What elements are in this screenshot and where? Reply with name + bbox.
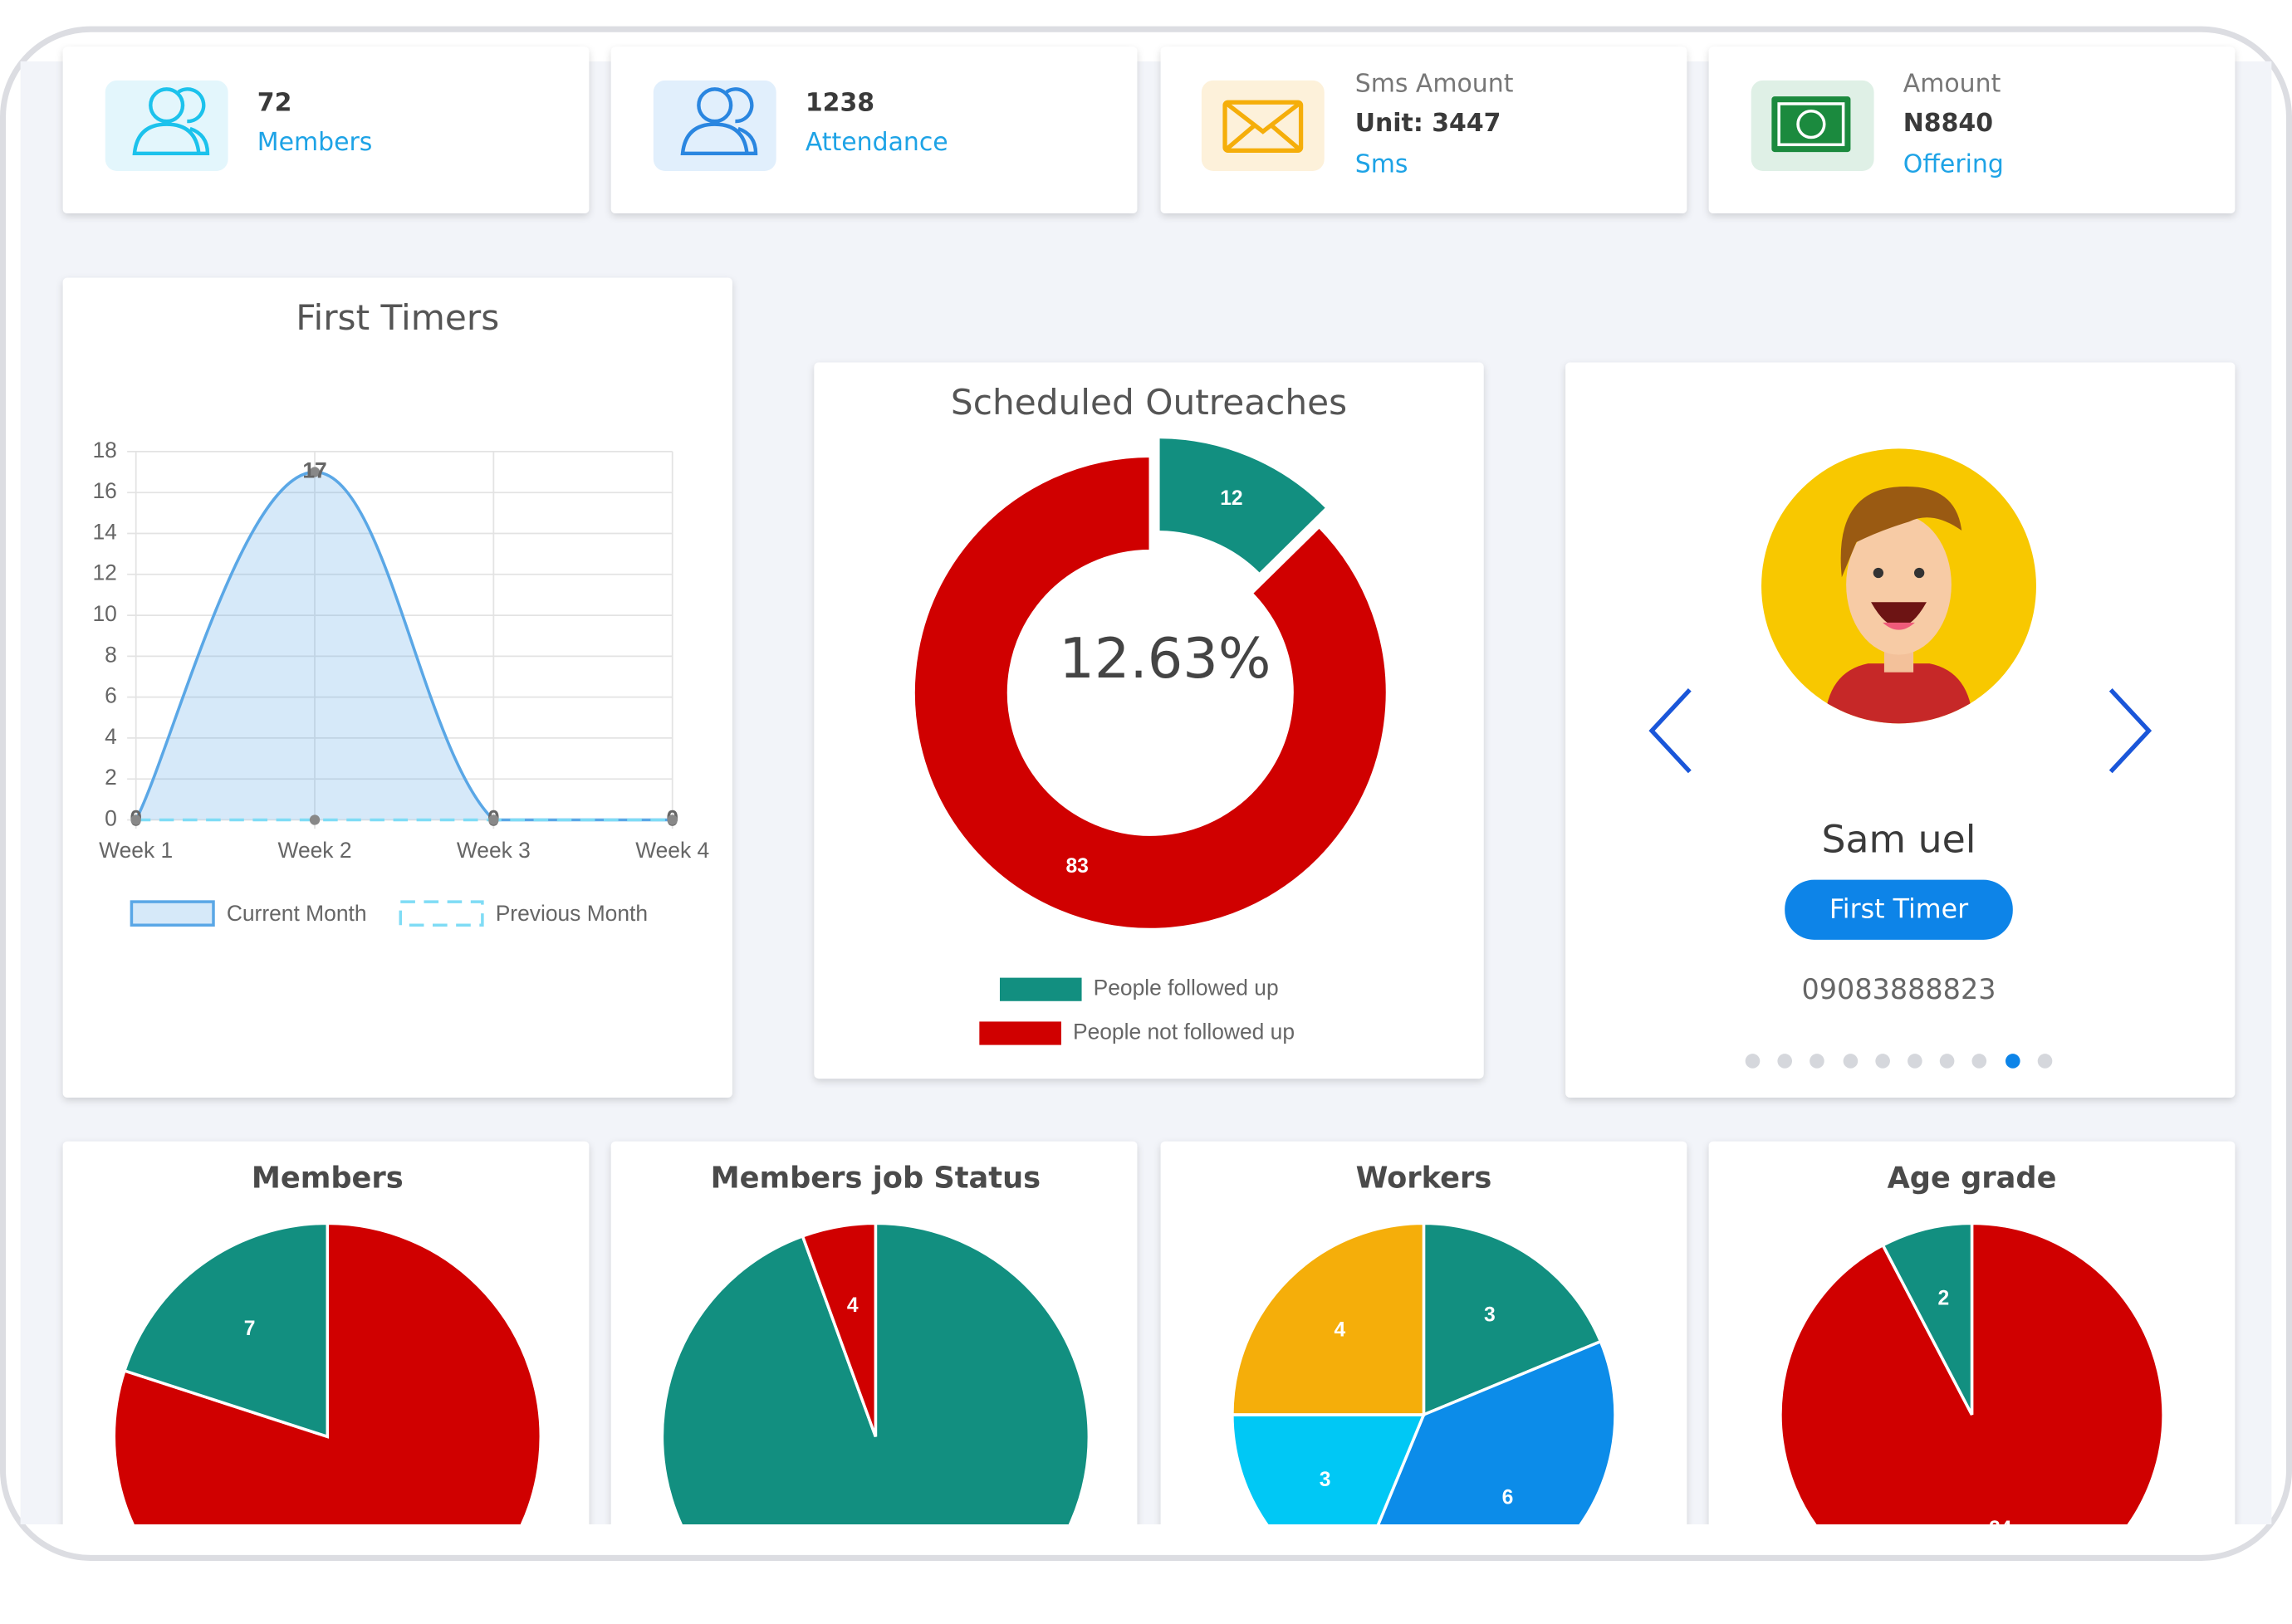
stat-label[interactable]: Members [257, 128, 373, 157]
profile-name: Sam uel [1821, 817, 1976, 861]
data-label: 83 [1065, 855, 1088, 878]
stat-caption: Sms Amount [1355, 70, 1514, 99]
pie-slice [1231, 1413, 1427, 1524]
y-tick-label: 12 [92, 560, 116, 585]
legend-swatch [130, 900, 215, 927]
prev-button[interactable] [1648, 688, 1692, 774]
sms-icon [1222, 100, 1304, 153]
icon-box [1201, 80, 1325, 171]
stat-value: 1238 [806, 88, 874, 117]
data-label: 7 [244, 1318, 256, 1340]
chart-title: Workers [1356, 1162, 1492, 1196]
data-label: 12 [1220, 487, 1242, 510]
chart-title: First Timers [296, 297, 499, 338]
chart-title: Age grade [1888, 1162, 2057, 1196]
data-label: 3 [1484, 1304, 1496, 1327]
stat-label[interactable]: Offering [1903, 149, 2004, 179]
y-tick-label: 0 [105, 805, 117, 830]
pie-slice [1376, 1339, 1617, 1524]
legend-label: Current Month [227, 901, 367, 926]
x-tick-label: Week 2 [278, 838, 352, 863]
y-tick-label: 10 [92, 601, 116, 626]
area [135, 472, 673, 820]
stat-label[interactable]: Sms [1355, 149, 1408, 179]
profile-phone: 09083888823 [1801, 973, 1996, 1005]
point [667, 814, 678, 825]
point [309, 814, 321, 825]
y-tick-label: 8 [105, 642, 117, 667]
money-icon [1771, 96, 1851, 153]
point [309, 467, 321, 477]
data-label: 2 [1937, 1288, 1949, 1310]
stat-value: 72 [257, 88, 292, 117]
chart-title: Members [252, 1162, 404, 1196]
pie-slice [122, 1221, 330, 1439]
data-label: 24 [1989, 1518, 2012, 1540]
doughnut-slice [1157, 435, 1330, 577]
x-tick-label: Week 4 [635, 838, 709, 863]
pie-slice [112, 1221, 543, 1524]
y-tick-label: 18 [92, 438, 116, 462]
legend-swatch [979, 1021, 1061, 1045]
center-label: 12.63% [1059, 626, 1271, 691]
doughnut-slice [912, 454, 1389, 932]
y-tick-label: 2 [105, 765, 117, 790]
members-icon [132, 87, 210, 156]
data-label: 4 [1334, 1318, 1345, 1341]
y-tick-label: 6 [105, 683, 117, 708]
data-label: 3 [1320, 1469, 1331, 1491]
stat-value: Unit: 3447 [1355, 109, 1501, 138]
pie-slice [1779, 1221, 2165, 1524]
avatar [1824, 486, 1974, 724]
badge-text[interactable]: First Timer [1829, 895, 1969, 925]
carousel-dots[interactable] [1745, 1054, 2053, 1069]
data-label: 6 [1502, 1487, 1514, 1509]
bottom-row: 7 4 3 6 3 4 24 2 [62, 1141, 2236, 1540]
legend-label: Previous Month [496, 901, 648, 926]
next-button[interactable] [2108, 688, 2152, 774]
chart-title: Scheduled Outreaches [951, 382, 1347, 423]
y-tick-label: 4 [105, 724, 117, 749]
pie-slice [660, 1221, 1091, 1524]
x-tick-label: Week 3 [457, 838, 531, 863]
chart-card [62, 277, 732, 1098]
attendance-icon [680, 87, 758, 156]
legend-swatch [999, 977, 1082, 1001]
pie-slice [1422, 1221, 1603, 1417]
data-label: 17 [302, 458, 326, 483]
x-tick-label: Week 1 [99, 838, 173, 863]
legend-swatch [399, 900, 484, 927]
profile-card [1565, 362, 2236, 1098]
stat-value: N8840 [1903, 109, 1993, 138]
point [130, 814, 141, 825]
stat-label[interactable]: Attendance [806, 128, 948, 157]
badge[interactable] [1785, 879, 2013, 940]
y-tick-label: 16 [92, 478, 116, 503]
chart-title: Members job Status [711, 1162, 1041, 1196]
point [488, 814, 499, 825]
legend-label: People followed up [1094, 976, 1279, 1000]
stat-caption: Amount [1903, 70, 2001, 99]
pie-slice [1880, 1221, 1974, 1416]
pie-slice [801, 1221, 878, 1437]
data-label: 4 [847, 1294, 859, 1317]
y-tick-label: 14 [92, 519, 116, 544]
legend-label: People not followed up [1073, 1019, 1295, 1044]
pie-slice [1231, 1221, 1426, 1416]
